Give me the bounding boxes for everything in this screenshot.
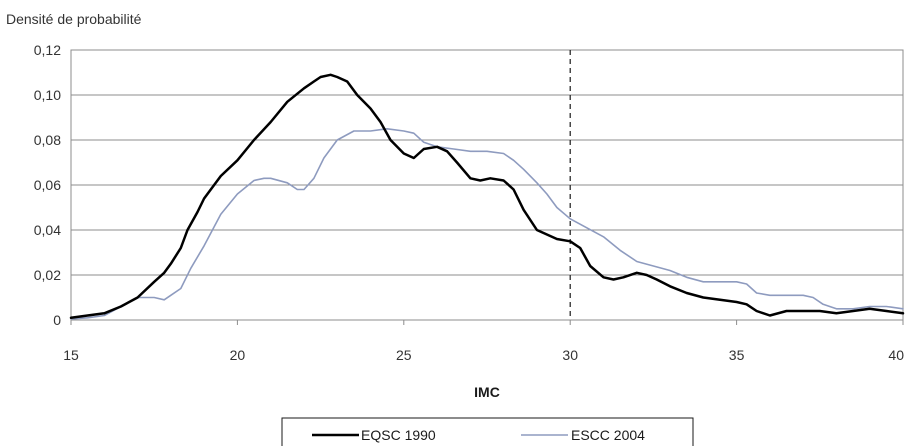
x-axis-title: IMC xyxy=(474,384,500,400)
x-tick-label: 25 xyxy=(396,347,412,363)
y-tick-label: 0,12 xyxy=(34,42,61,58)
x-tick-label: 15 xyxy=(63,347,79,363)
y-tick-label: 0 xyxy=(53,312,61,328)
plot-area xyxy=(70,49,904,321)
y-tick-label: 0,08 xyxy=(34,132,61,148)
gridlines xyxy=(71,94,903,276)
legend: EQSC 1990 ESCC 2004 xyxy=(281,417,694,446)
x-axis-ticks: 15 20 25 30 35 40 xyxy=(63,320,904,363)
x-tick-label: 30 xyxy=(562,347,578,363)
y-tick-label: 0,02 xyxy=(34,267,61,283)
series-line-escc-2004 xyxy=(70,128,904,320)
x-tick-label: 35 xyxy=(729,347,745,363)
y-axis-title: Densité de probabilité xyxy=(6,11,142,27)
legend-label-escc-2004: ESCC 2004 xyxy=(571,427,645,443)
x-tick-label: 40 xyxy=(888,347,904,363)
series-line-eqsc-1990 xyxy=(69,73,905,320)
y-tick-label: 0,06 xyxy=(34,177,61,193)
series-lines xyxy=(69,73,905,320)
x-tick-label: 20 xyxy=(230,347,246,363)
legend-box xyxy=(281,417,694,446)
y-tick-label: 0,04 xyxy=(34,222,61,238)
legend-label-eqsc-1990: EQSC 1990 xyxy=(361,427,436,443)
y-tick-label: 0,10 xyxy=(34,87,61,103)
y-axis-ticks: 0 0,02 0,04 0,06 0,08 0,10 0,12 xyxy=(34,42,61,328)
